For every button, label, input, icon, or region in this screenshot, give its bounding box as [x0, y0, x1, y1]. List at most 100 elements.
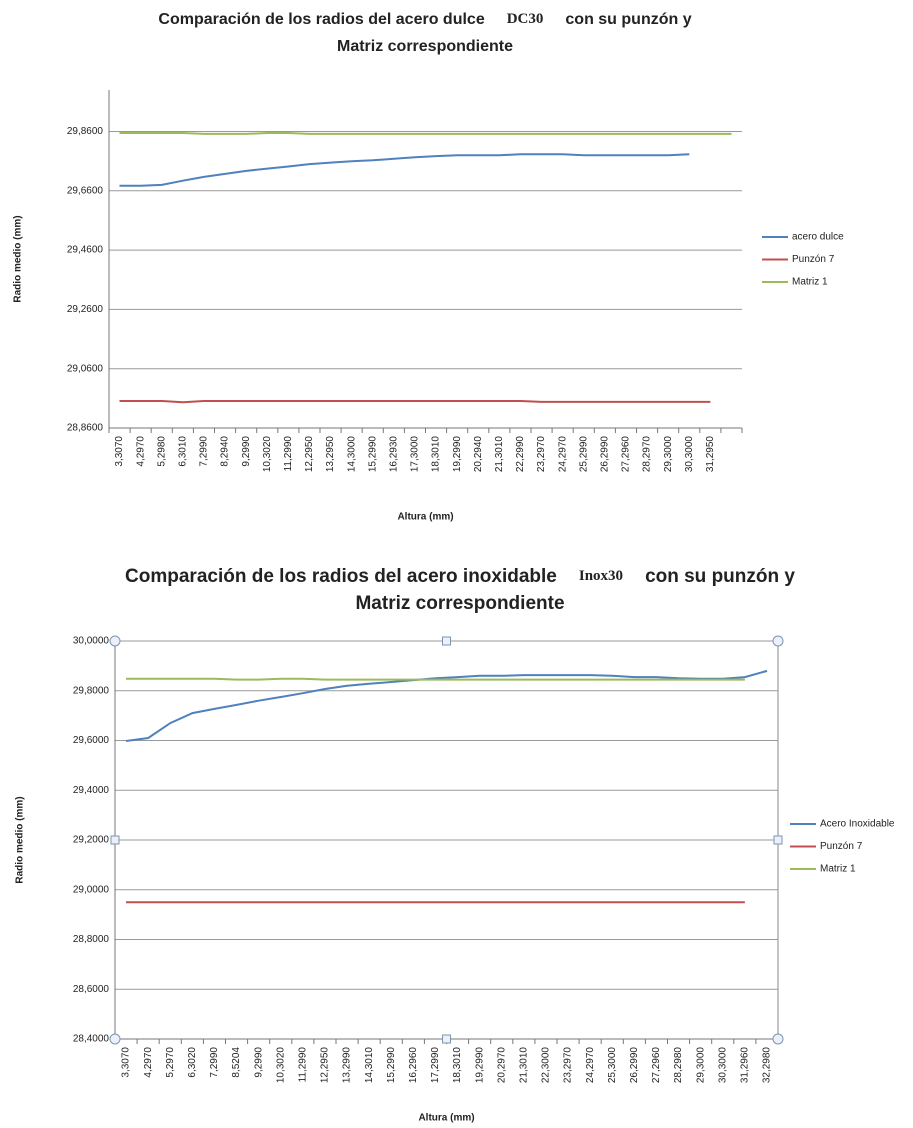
title-part: Comparación de los radios del acero dulc…	[158, 11, 484, 28]
series-line	[119, 400, 711, 404]
y-axis-title: Radio medio (mm)	[15, 796, 26, 883]
x-tick-label: 30,3000	[717, 1047, 728, 1084]
x-tick-label: 11,2990	[297, 1047, 308, 1083]
x-tick-label: 24,2970	[557, 436, 568, 473]
x-tick-label: 29,3000	[695, 1047, 706, 1084]
x-tick-label: 16,2930	[388, 436, 399, 473]
x-tick-label: 10,3020	[275, 1047, 286, 1084]
x-tick-label: 25,3000	[607, 1047, 618, 1084]
y-tick-label: 28,8000	[73, 934, 110, 945]
chart-title: Matriz correspondiente	[355, 593, 564, 614]
x-tick-label: 18,3010	[452, 1047, 463, 1084]
title-part: con su punzón y	[565, 11, 691, 28]
x-tick-label: 31,2950	[705, 436, 716, 473]
selection-handle	[110, 835, 120, 845]
y-tick-label: 29,0600	[67, 363, 104, 374]
x-tick-label: 16,2960	[408, 1047, 419, 1084]
y-tick-label: 29,2000	[73, 835, 110, 846]
x-tick-label: 26,2990	[599, 436, 610, 473]
x-tick-label: 3,3070	[121, 1047, 132, 1078]
x-tick-label: 13,2950	[325, 436, 336, 473]
x-tick-label: 21,3010	[494, 436, 505, 473]
y-tick-label: 29,6000	[73, 735, 110, 746]
x-tick-label: 25,2990	[578, 436, 589, 473]
series-line	[126, 677, 745, 681]
x-tick-label: 8,5204	[231, 1047, 242, 1078]
x-tick-label: 20,2940	[473, 436, 484, 473]
x-tick-label: 6,3020	[187, 1047, 198, 1078]
selection-handle	[109, 635, 121, 647]
title-part: Inox30	[579, 568, 623, 584]
x-tick-label: 13,2990	[342, 1047, 353, 1084]
y-tick-label: 29,8000	[73, 685, 110, 696]
selection-handle	[773, 835, 783, 845]
x-tick-label: 9,2990	[253, 1047, 264, 1078]
series-line	[125, 669, 768, 742]
x-tick-label: 7,2990	[199, 436, 210, 467]
chart-title: Comparación de los radios del acero inox…	[125, 566, 795, 587]
legend-label: Punzón 7	[820, 841, 863, 852]
x-tick-label: 17,2990	[430, 1047, 441, 1084]
x-tick-label: 19,2990	[474, 1047, 485, 1084]
x-tick-label: 15,2990	[386, 1047, 397, 1084]
series-line	[119, 132, 732, 135]
x-tick-label: 28,2970	[642, 436, 653, 473]
x-tick-label: 22,2990	[515, 436, 526, 473]
x-tick-label: 17,3000	[410, 436, 421, 473]
x-tick-label: 21,3010	[518, 1047, 529, 1084]
chart-title: Matriz correspondiente	[337, 38, 513, 55]
x-tick-label: 7,2990	[209, 1047, 220, 1078]
title-part: con su punzón y	[645, 566, 795, 587]
x-tick-label: 14,3000	[346, 436, 357, 473]
x-tick-label: 12,2950	[320, 1047, 331, 1084]
x-tick-label: 20,2970	[496, 1047, 507, 1084]
legend-label: Matriz 1	[820, 864, 856, 875]
title-part: Comparación de los radios del acero inox…	[125, 566, 557, 587]
y-tick-label: 28,8600	[67, 423, 104, 434]
y-tick-label: 29,2600	[67, 304, 104, 315]
x-tick-label: 11,2990	[283, 436, 294, 472]
selection-handle	[772, 1033, 784, 1045]
x-tick-label: 24,2970	[585, 1047, 596, 1084]
x-tick-label: 5,2980	[156, 436, 167, 467]
x-tick-label: 23,2970	[563, 1047, 574, 1084]
selection-handle	[772, 635, 784, 647]
y-axis-title: Radio medio (mm)	[13, 215, 24, 302]
selection-handle	[109, 1033, 121, 1045]
chart-title: Comparación de los radios del acero dulc…	[158, 11, 691, 28]
x-tick-label: 9,2990	[241, 436, 252, 467]
x-tick-label: 14,3010	[364, 1047, 375, 1084]
y-tick-label: 28,4000	[73, 1034, 110, 1045]
x-tick-label: 5,2970	[165, 1047, 176, 1078]
selection-handle	[442, 1034, 451, 1044]
x-tick-label: 31,2960	[739, 1047, 750, 1084]
y-tick-label: 29,4600	[67, 245, 104, 256]
y-tick-label: 29,6600	[67, 185, 104, 196]
x-tick-label: 22,3000	[541, 1047, 552, 1084]
legend-label: acero dulce	[792, 232, 844, 243]
x-tick-label: 27,2960	[621, 436, 632, 473]
x-tick-label: 10,3020	[262, 436, 273, 473]
x-tick-label: 4,2970	[143, 1047, 154, 1078]
series-line	[119, 153, 690, 187]
y-tick-label: 30,0000	[73, 636, 110, 647]
x-tick-label: 4,2970	[135, 436, 146, 467]
x-tick-label: 27,2960	[651, 1047, 662, 1084]
x-tick-label: 28,2980	[673, 1047, 684, 1084]
selection-handle	[442, 636, 451, 646]
x-tick-label: 12,2950	[304, 436, 315, 473]
y-tick-label: 29,4000	[73, 785, 110, 796]
x-tick-label: 8,2940	[220, 436, 231, 467]
x-axis-title: Altura (mm)	[397, 512, 453, 523]
legend-label: Punzón 7	[792, 254, 835, 265]
y-tick-label: 29,8600	[67, 126, 104, 137]
x-tick-label: 15,2990	[367, 436, 378, 473]
legend-label: Acero Inoxidable	[820, 819, 895, 830]
x-tick-label: 18,3010	[431, 436, 442, 473]
y-tick-label: 28,6000	[73, 984, 110, 995]
x-tick-label: 6,3010	[177, 436, 188, 467]
x-tick-label: 30,3000	[684, 436, 695, 473]
y-tick-label: 29,0000	[73, 884, 110, 895]
x-tick-label: 32,2980	[762, 1047, 773, 1084]
x-tick-label: 29,3000	[663, 436, 674, 473]
